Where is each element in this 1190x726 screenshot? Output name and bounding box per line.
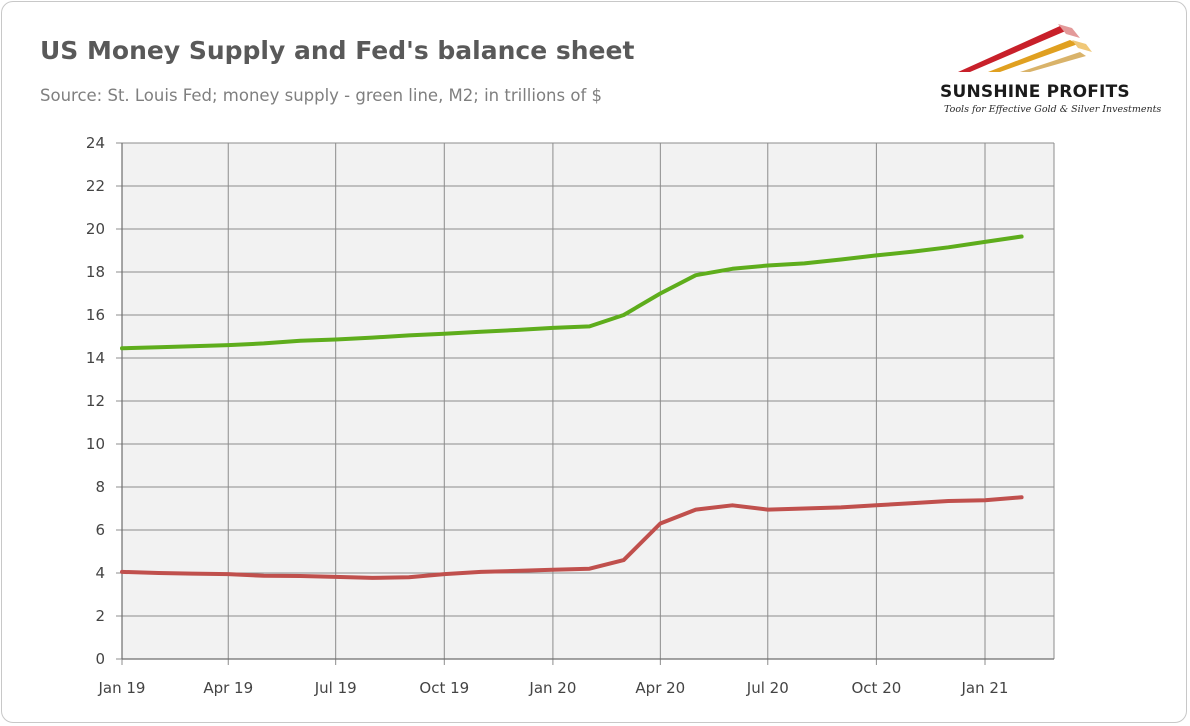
y-tick-label: 24 xyxy=(86,134,105,152)
chart-title: US Money Supply and Fed's balance sheet xyxy=(40,36,635,65)
x-tick-label: Jul 19 xyxy=(314,679,357,697)
x-tick-label: Jul 20 xyxy=(746,679,789,697)
x-tick-label: Jan 21 xyxy=(961,679,1009,697)
y-tick-label: 16 xyxy=(86,306,105,324)
y-tick-label: 14 xyxy=(86,349,105,367)
x-tick-label: Jan 20 xyxy=(528,679,576,697)
y-tick-label: 10 xyxy=(86,435,105,453)
y-tick-label: 8 xyxy=(95,478,105,496)
logo-swoosh-icon xyxy=(958,24,1092,72)
x-tick-label: Jan 19 xyxy=(98,679,146,697)
x-tick-label: Apr 19 xyxy=(203,679,253,697)
series-line-fed-balance-sheet xyxy=(120,495,1024,580)
y-tick-label: 4 xyxy=(95,564,105,582)
chart-subtitle: Source: St. Louis Fed; money supply - gr… xyxy=(40,86,603,105)
y-tick-label: 0 xyxy=(95,650,105,668)
y-tick-label: 12 xyxy=(86,392,105,410)
logo-name: SUNSHINE PROFITS xyxy=(940,82,1130,102)
x-tick-label: Oct 20 xyxy=(851,679,901,697)
y-tick-label: 20 xyxy=(86,220,105,238)
y-tick-label: 22 xyxy=(86,177,105,195)
y-tick-label: 18 xyxy=(86,263,105,281)
series-line-m2-money-supply xyxy=(120,234,1024,351)
y-tick-label: 2 xyxy=(95,607,105,625)
sunshine-profits-logo: SUNSHINE PROFITS Tools for Effective Gol… xyxy=(930,18,1170,118)
x-tick-label: Apr 20 xyxy=(635,679,685,697)
x-tick-label: Oct 19 xyxy=(419,679,469,697)
y-tick-label: 6 xyxy=(95,521,105,539)
logo-tagline: Tools for Effective Gold & Silver Invest… xyxy=(944,104,1162,115)
